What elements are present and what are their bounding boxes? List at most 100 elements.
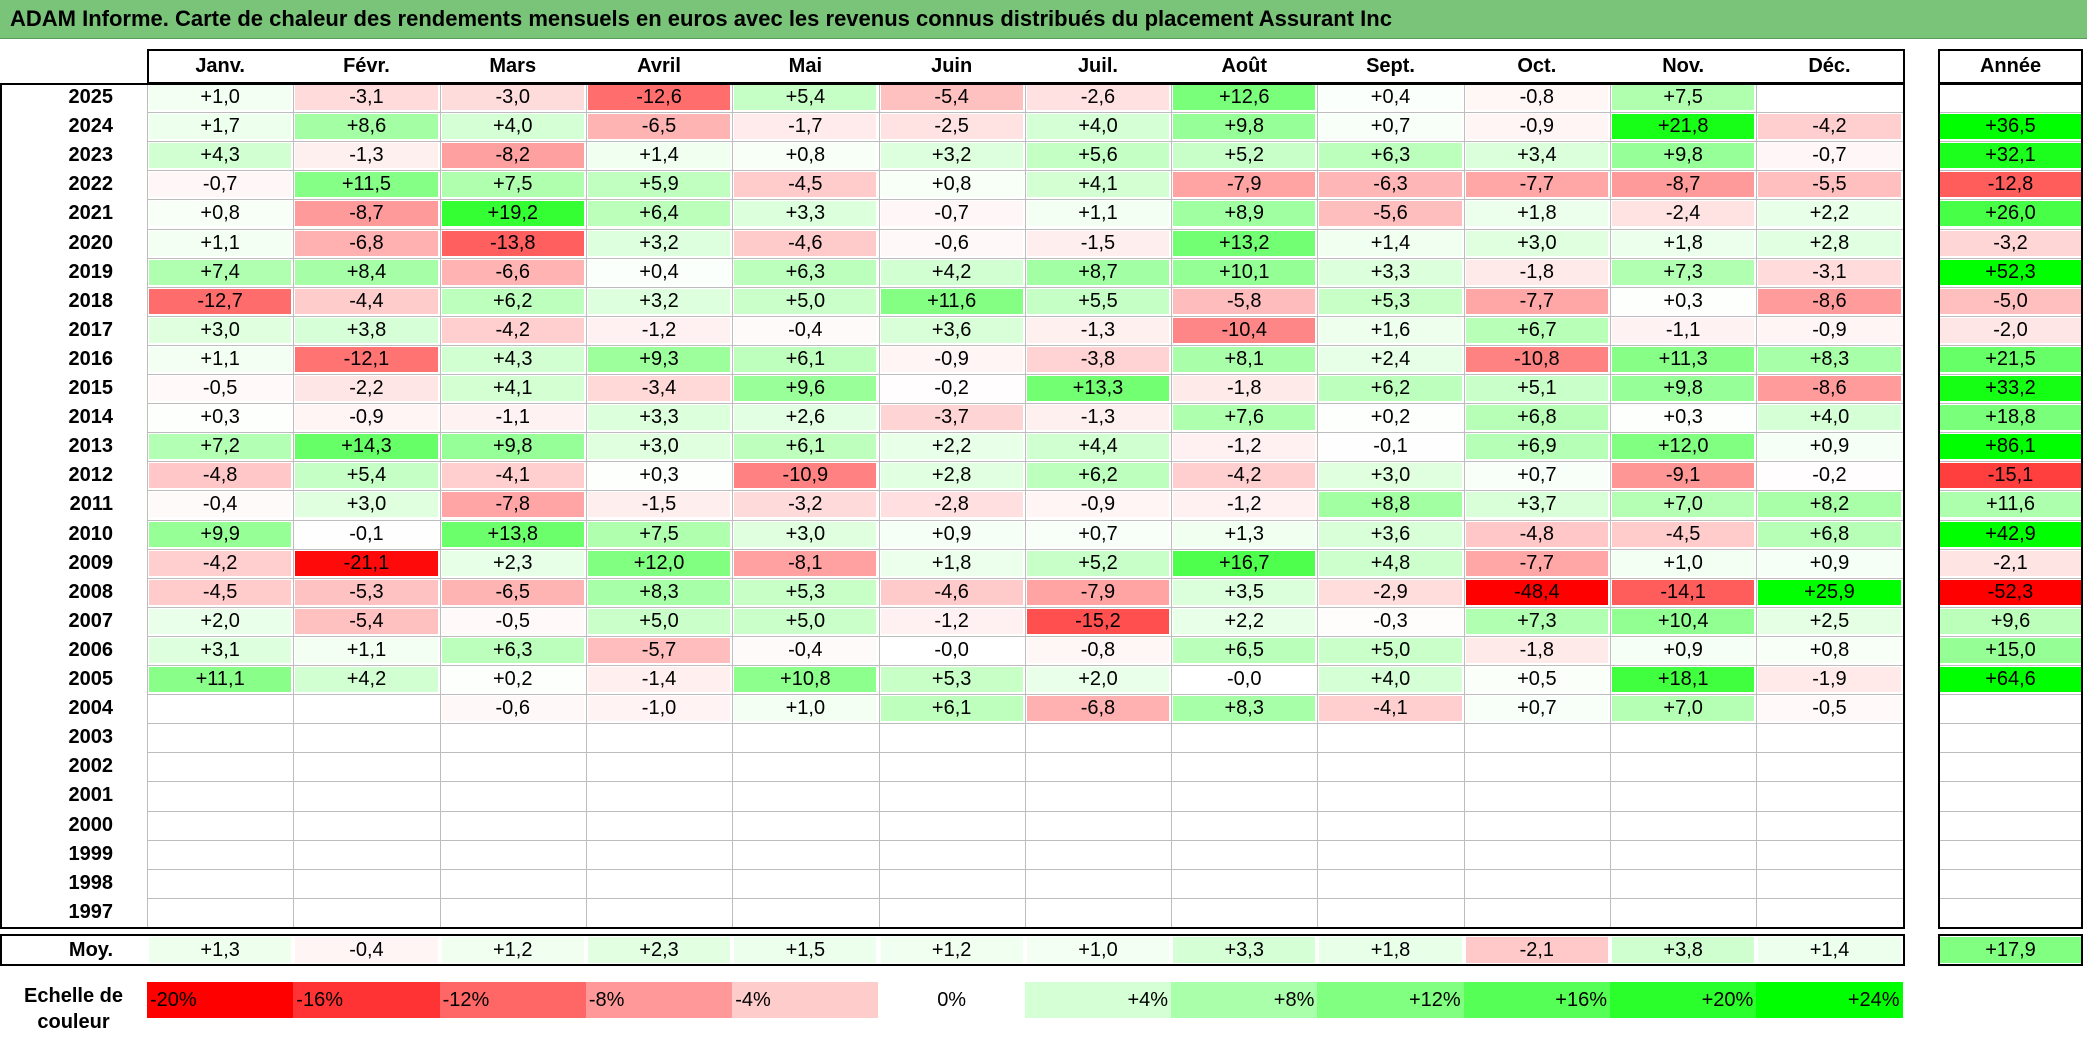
- heatmap-cell: -7,7: [1465, 288, 1608, 314]
- grid-line-horizontal: [1938, 839, 2083, 841]
- heatmap-cell: +4,4: [1026, 434, 1170, 460]
- heatmap-cell: +12,6: [1173, 85, 1316, 111]
- heatmap-cell: -15,2: [1026, 608, 1170, 634]
- annual-cell: [1940, 85, 2081, 110]
- annual-cell: +86,1: [1940, 434, 2081, 460]
- grid-line-horizontal: [147, 723, 1903, 725]
- heatmap-cell: -0,7: [1758, 143, 1901, 169]
- grid-line-horizontal: [1938, 403, 2083, 405]
- heatmap-cell: +6,4: [587, 201, 731, 227]
- heatmap-cell: -4,2: [1758, 114, 1901, 140]
- heatmap-cell: +2,0: [1026, 667, 1170, 693]
- heatmap-cell: [1612, 783, 1754, 808]
- heatmap-cell: +7,2: [149, 434, 292, 460]
- grid-line-horizontal: [1938, 868, 2083, 870]
- average-cell: +3,8: [1612, 937, 1755, 963]
- annual-cell: -2,1: [1940, 550, 2081, 576]
- heatmap-cell: +6,2: [441, 288, 584, 314]
- row-year-label: 2005: [68, 668, 114, 691]
- heatmap-cell: -1,3: [1026, 405, 1170, 431]
- grid-line-horizontal: [1938, 810, 2083, 812]
- heatmap-cell: -4,5: [1612, 521, 1755, 547]
- annual-cell: -2,0: [1940, 317, 2081, 343]
- heatmap-cell: +0,9: [1612, 637, 1755, 663]
- row-year-label: 1998: [68, 871, 114, 894]
- month-header: Févr.: [343, 54, 390, 77]
- grid-line-horizontal: [147, 315, 1903, 317]
- heatmap-cell: -2,6: [1026, 85, 1170, 111]
- heatmap-cell: -4,5: [734, 172, 877, 198]
- heatmap-cell: +11,1: [149, 667, 292, 693]
- average-cell: -0,4: [295, 937, 438, 963]
- heatmap-cell: +3,2: [587, 230, 731, 256]
- heatmap-cell: [588, 871, 730, 896]
- heatmap-cell: +2,0: [149, 608, 292, 634]
- heatmap-cell: +6,8: [1758, 521, 1901, 547]
- heatmap-cell: -1,2: [587, 317, 731, 343]
- heatmap-cell: -0,0: [880, 637, 1023, 663]
- month-header: Sept.: [1366, 54, 1415, 77]
- row-year-label: 2014: [68, 406, 114, 429]
- heatmap-cell: +5,3: [1319, 288, 1462, 314]
- heatmap-cell: +0,8: [880, 172, 1023, 198]
- grid-line-horizontal: [1938, 723, 2083, 725]
- heatmap-cell: -1,7: [734, 114, 877, 140]
- heatmap-cell: -3,1: [295, 85, 438, 111]
- heatmap-cell: [1027, 842, 1169, 867]
- heatmap-cell: +4,3: [441, 346, 584, 372]
- heatmap-cell: -0,4: [149, 492, 292, 518]
- heatmap-cell: +13,8: [441, 521, 584, 547]
- heatmap-cell: -0,5: [441, 608, 584, 634]
- heatmap-cell: +3,2: [880, 143, 1023, 169]
- color-scale-swatch: +20%: [1610, 982, 1757, 1018]
- row-year-label: 2017: [68, 318, 114, 341]
- grid-line-horizontal: [1938, 286, 2083, 288]
- heatmap-cell: +1,0: [1612, 550, 1755, 576]
- grid-line-horizontal: [147, 781, 1903, 783]
- heatmap-cell: [442, 754, 584, 779]
- heatmap-cell: [1173, 754, 1315, 779]
- heatmap-cell: [442, 783, 584, 808]
- heatmap-cell: +0,2: [441, 667, 584, 693]
- heatmap-cell: [1758, 754, 1900, 779]
- heatmap-cell: +1,8: [880, 550, 1023, 576]
- heatmap-cell: [1466, 871, 1608, 896]
- heatmap-cell: -2,8: [880, 492, 1023, 518]
- heatmap-cell: -10,8: [1465, 346, 1608, 372]
- heatmap-cell: [1173, 900, 1315, 925]
- heatmap-cell: [149, 842, 291, 867]
- heatmap-cell: +0,2: [1319, 405, 1462, 431]
- heatmap-cell: [1027, 900, 1169, 925]
- heatmap-cell: [1319, 754, 1461, 779]
- heatmap-cell: +21,8: [1612, 114, 1755, 140]
- grid-line-horizontal: [1938, 432, 2083, 434]
- heatmap-cell: +3,3: [734, 201, 877, 227]
- grid-line-horizontal: [147, 286, 1903, 288]
- annual-cell: +21,5: [1940, 346, 2081, 372]
- heatmap-cell: [588, 813, 730, 838]
- heatmap-cell: -0,2: [1758, 463, 1901, 489]
- heatmap-cell: [881, 725, 1023, 750]
- heatmap-cell: +2,3: [441, 550, 584, 576]
- row-year-label: 2015: [68, 377, 114, 400]
- grid-line-horizontal: [1938, 199, 2083, 201]
- heatmap-cell: +3,4: [1465, 143, 1608, 169]
- heatmap-cell: +8,7: [1026, 259, 1170, 285]
- heatmap-cell: -6,6: [441, 259, 584, 285]
- heatmap-cell: -1,1: [441, 405, 584, 431]
- heatmap-cell: +6,9: [1465, 434, 1608, 460]
- heatmap-cell: +5,3: [734, 579, 877, 605]
- month-header: Avril: [637, 54, 681, 77]
- row-year-label: 2012: [68, 464, 114, 487]
- grid-line-horizontal: [147, 810, 1903, 812]
- heatmap-cell: -9,1: [1612, 463, 1755, 489]
- heatmap-cell: +12,0: [1612, 434, 1755, 460]
- heatmap-cell: -5,6: [1319, 201, 1462, 227]
- heatmap-cell: +3,0: [1465, 230, 1608, 256]
- heatmap-cell: +2,8: [1758, 230, 1901, 256]
- row-year-label: 2013: [68, 435, 114, 458]
- grid-line-vertical: [585, 83, 587, 927]
- heatmap-cell: +7,5: [587, 521, 731, 547]
- heatmap-cell: [1612, 725, 1754, 750]
- heatmap-cell: [588, 900, 730, 925]
